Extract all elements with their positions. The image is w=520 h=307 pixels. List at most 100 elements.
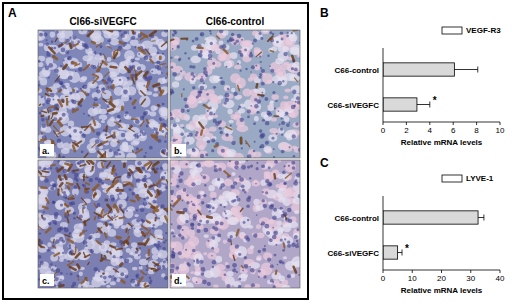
cell bbox=[184, 136, 195, 144]
stain bbox=[110, 245, 115, 247]
nucleus bbox=[200, 154, 204, 158]
cell bbox=[240, 217, 251, 229]
stain bbox=[150, 204, 156, 208]
nucleus bbox=[262, 119, 265, 122]
nucleus bbox=[57, 160, 59, 162]
stain bbox=[121, 107, 124, 110]
cell bbox=[95, 207, 103, 216]
nucleus bbox=[291, 105, 296, 110]
nucleus bbox=[282, 80, 284, 82]
nucleus bbox=[156, 243, 161, 248]
stain bbox=[166, 208, 168, 210]
nucleus bbox=[213, 113, 215, 115]
nucleus bbox=[289, 122, 291, 124]
nucleus bbox=[176, 139, 178, 141]
stain bbox=[117, 236, 121, 239]
nucleus bbox=[165, 186, 168, 189]
cell bbox=[172, 37, 180, 45]
nucleus bbox=[286, 35, 289, 38]
stain bbox=[147, 88, 149, 90]
stain bbox=[126, 242, 130, 243]
cell bbox=[140, 189, 147, 194]
stain bbox=[96, 43, 101, 47]
stain bbox=[97, 68, 99, 71]
nucleus bbox=[259, 73, 262, 76]
nucleus bbox=[239, 118, 243, 122]
nucleus bbox=[209, 30, 211, 32]
nucleus bbox=[233, 92, 237, 96]
nucleus bbox=[292, 90, 296, 94]
nucleus bbox=[210, 42, 213, 45]
stain bbox=[128, 128, 134, 131]
nucleus bbox=[100, 119, 102, 121]
nucleus bbox=[187, 109, 190, 112]
cell bbox=[73, 87, 78, 92]
cell bbox=[144, 110, 150, 115]
stain bbox=[54, 253, 59, 255]
nucleus bbox=[83, 240, 88, 245]
stain bbox=[217, 36, 219, 38]
nucleus bbox=[192, 86, 196, 90]
nucleus bbox=[134, 228, 136, 230]
stain bbox=[77, 184, 79, 189]
stain bbox=[84, 153, 88, 157]
stain bbox=[84, 219, 90, 222]
stain bbox=[153, 162, 158, 166]
stain bbox=[112, 216, 117, 219]
stain bbox=[145, 162, 151, 166]
nucleus bbox=[97, 203, 101, 207]
nucleus bbox=[273, 156, 275, 158]
stain bbox=[47, 89, 51, 91]
nucleus bbox=[52, 268, 54, 270]
stain bbox=[181, 38, 187, 40]
stain bbox=[102, 272, 105, 274]
nucleus bbox=[259, 129, 263, 133]
stain bbox=[53, 56, 56, 59]
cell bbox=[136, 82, 145, 91]
cell bbox=[38, 43, 43, 47]
nucleus bbox=[136, 178, 141, 183]
cell bbox=[95, 273, 106, 281]
stain bbox=[240, 138, 243, 143]
nucleus bbox=[138, 53, 140, 55]
cell bbox=[256, 257, 261, 260]
nucleus bbox=[209, 112, 213, 116]
stain bbox=[117, 141, 119, 142]
stain bbox=[65, 164, 70, 166]
cell bbox=[124, 209, 133, 219]
nucleus bbox=[120, 272, 124, 276]
cell bbox=[237, 60, 241, 64]
nucleus bbox=[125, 274, 129, 278]
cell bbox=[270, 100, 274, 103]
micrograph-frame bbox=[38, 30, 168, 158]
stain bbox=[146, 49, 150, 54]
nucleus bbox=[297, 72, 300, 77]
nucleus bbox=[60, 65, 63, 68]
nucleus bbox=[104, 281, 106, 283]
nucleus bbox=[80, 160, 85, 163]
stain bbox=[160, 64, 166, 65]
cell bbox=[55, 243, 63, 251]
stain bbox=[61, 100, 64, 102]
stain bbox=[147, 230, 150, 235]
cell bbox=[101, 282, 106, 286]
stain bbox=[108, 216, 112, 220]
nucleus bbox=[43, 211, 45, 213]
nucleus bbox=[260, 61, 262, 63]
cell bbox=[132, 267, 138, 271]
cell bbox=[61, 148, 70, 154]
nucleus bbox=[133, 134, 136, 137]
cell bbox=[105, 266, 117, 275]
stain bbox=[107, 162, 111, 167]
nucleus bbox=[203, 67, 207, 71]
figure: ACl66-siVEGFCCl66-controla.b.c.d.B024681… bbox=[0, 0, 520, 307]
nucleus bbox=[229, 37, 234, 42]
stain bbox=[65, 41, 68, 43]
stain bbox=[92, 143, 96, 147]
stain bbox=[113, 178, 115, 182]
cell bbox=[267, 280, 273, 285]
cell bbox=[79, 223, 83, 228]
stain bbox=[141, 33, 147, 36]
cell bbox=[126, 248, 131, 253]
cell bbox=[112, 50, 121, 58]
